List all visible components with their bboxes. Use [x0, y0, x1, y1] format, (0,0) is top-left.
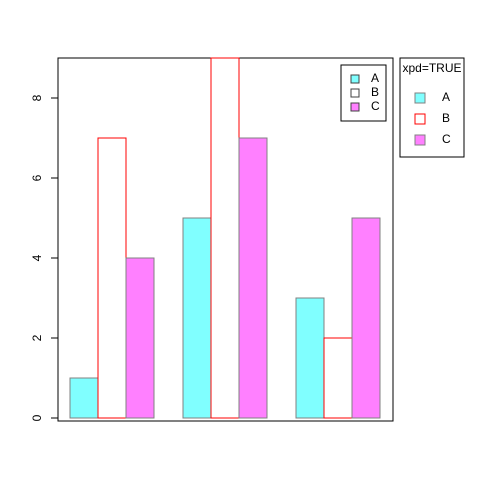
legend-key	[350, 74, 360, 84]
outer-legend-box	[399, 57, 465, 158]
y-tick-label: 6	[30, 174, 44, 181]
outer-legend-label: A	[442, 90, 450, 104]
outer-legend-key	[414, 92, 426, 104]
legend-key	[350, 102, 360, 112]
outer-legend-label: B	[442, 111, 450, 125]
outer-legend-key	[414, 113, 426, 125]
bar	[69, 377, 99, 419]
legend-label: B	[371, 85, 379, 99]
bar	[295, 297, 325, 419]
legend-key	[350, 88, 360, 98]
y-tick-label: 2	[30, 334, 44, 341]
outer-legend-label: C	[442, 132, 451, 146]
legend-label: A	[371, 71, 379, 85]
legend-box	[340, 64, 387, 122]
bar	[97, 137, 127, 419]
outer-legend-key	[414, 134, 426, 146]
outer-legend-title: xpd=TRUE	[402, 61, 461, 75]
y-tick-label: 4	[30, 254, 44, 261]
bar	[238, 137, 268, 419]
bar	[323, 337, 353, 419]
bar	[351, 217, 381, 419]
bar	[125, 257, 155, 419]
bar	[182, 217, 212, 419]
legend-label: C	[371, 99, 380, 113]
y-tick-label: 0	[30, 414, 44, 421]
bar	[210, 57, 240, 419]
y-tick-label: 8	[30, 94, 44, 101]
